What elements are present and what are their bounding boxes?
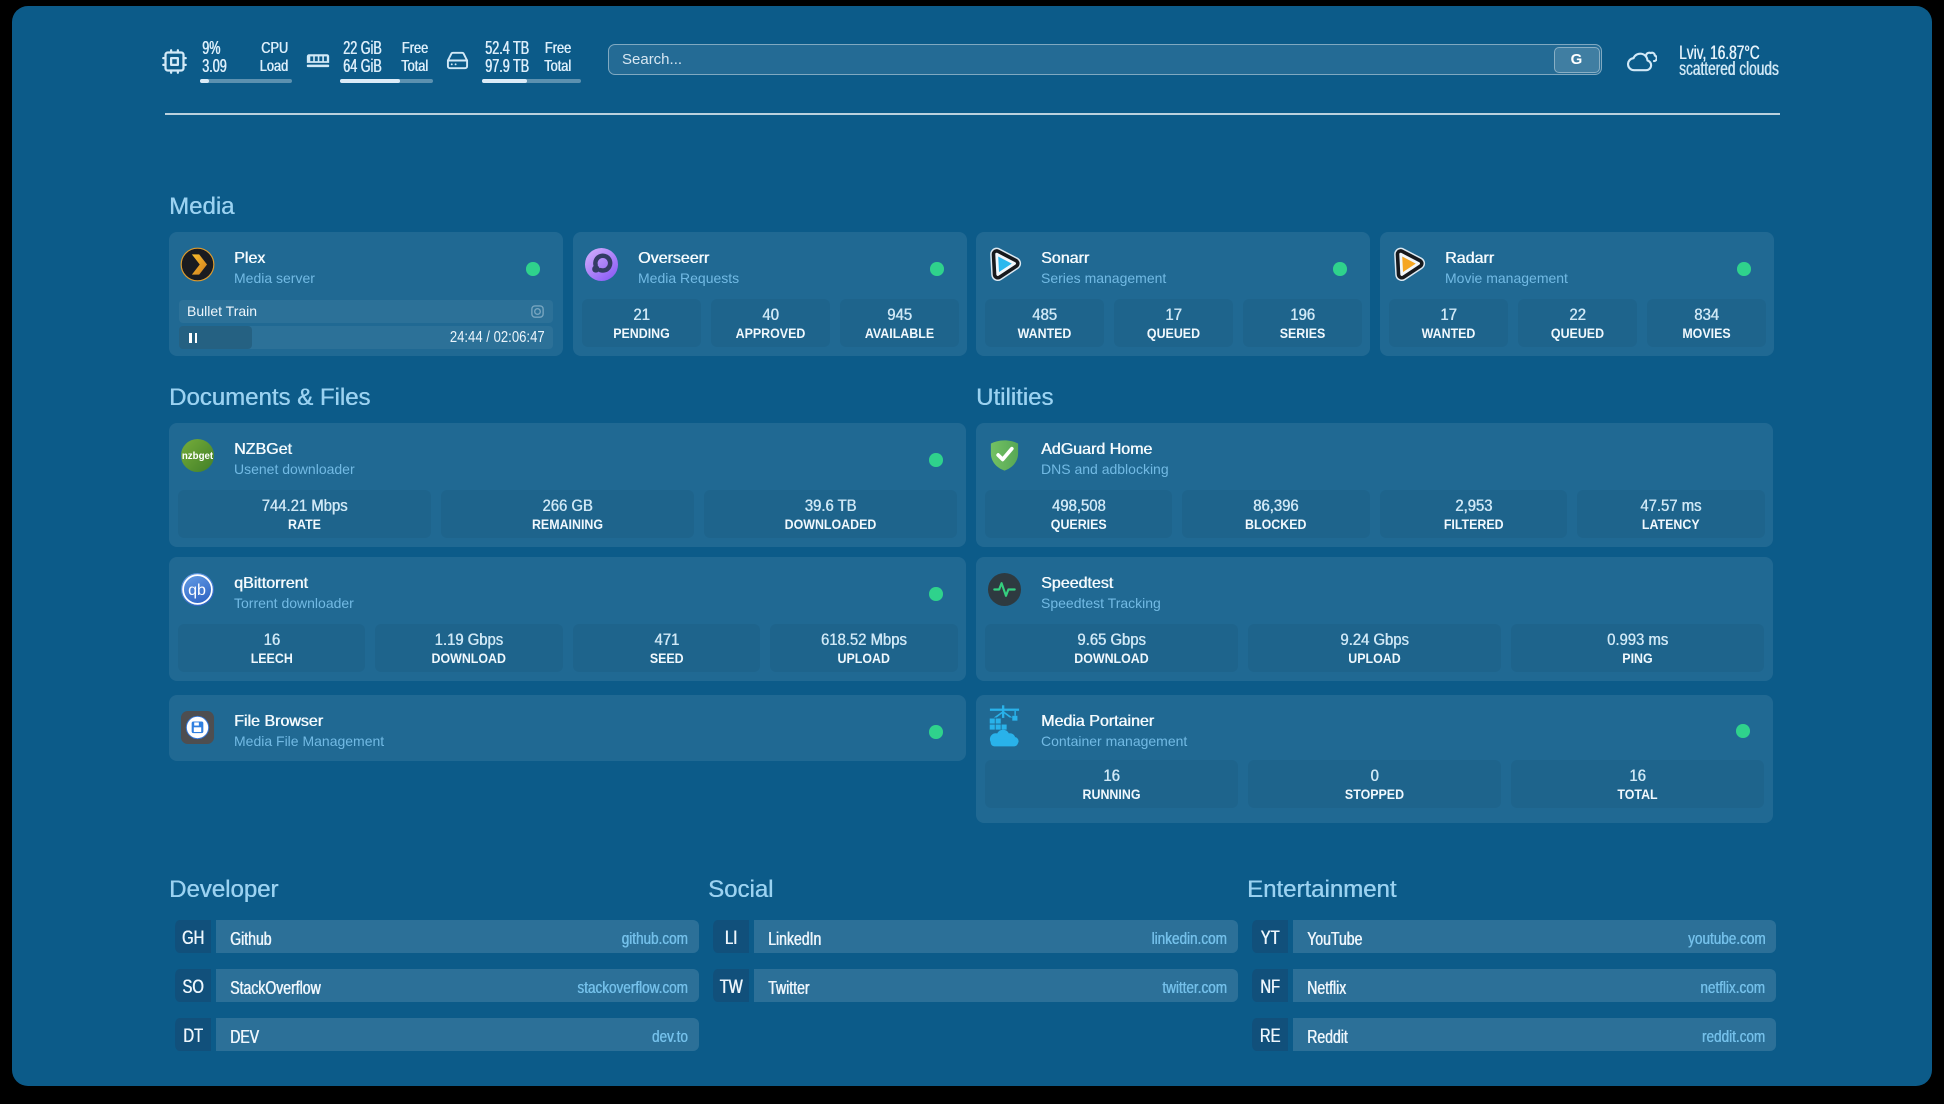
svg-text:nzbget: nzbget: [182, 451, 214, 462]
svg-text:qb: qb: [188, 581, 206, 599]
